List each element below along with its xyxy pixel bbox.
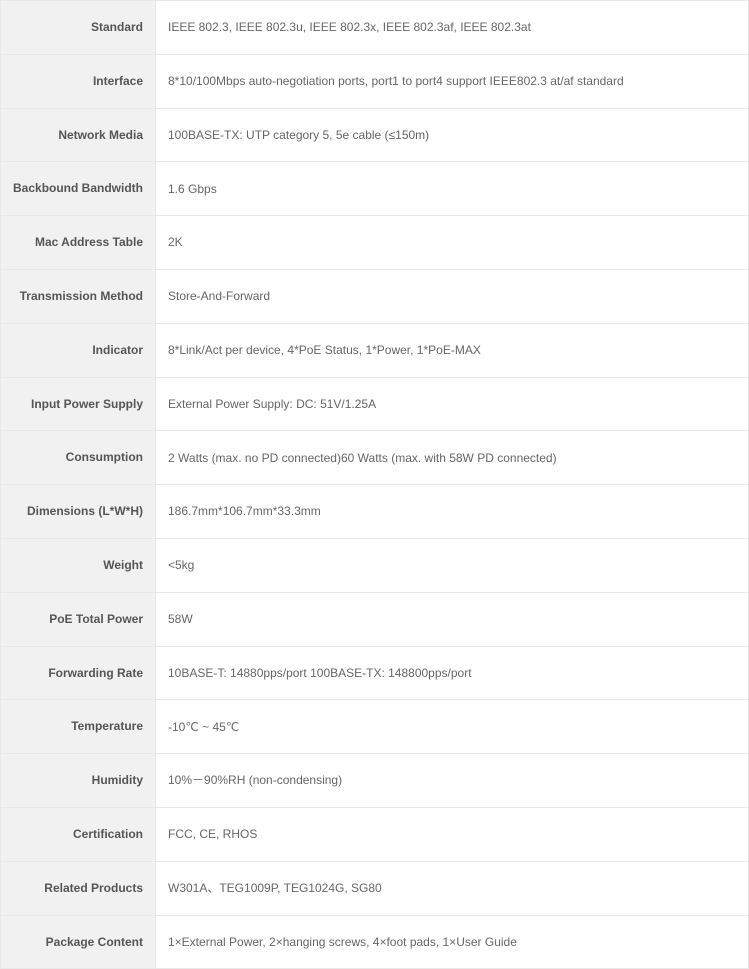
spec-value: 8*10/100Mbps auto-negotiation ports, por… (156, 54, 749, 108)
spec-label: Consumption (1, 431, 156, 485)
spec-label: Humidity (1, 754, 156, 808)
table-row: Network Media 100BASE-TX: UTP category 5… (1, 108, 749, 162)
spec-label: PoE Total Power (1, 592, 156, 646)
spec-value: 2K (156, 216, 749, 270)
table-row: Standard IEEE 802.3, IEEE 802.3u, IEEE 8… (1, 1, 749, 55)
spec-label: Forwarding Rate (1, 646, 156, 700)
spec-value: W301A、TEG1009P, TEG1024G, SG80 (156, 861, 749, 915)
table-row: Interface 8*10/100Mbps auto-negotiation … (1, 54, 749, 108)
spec-value: 8*Link/Act per device, 4*PoE Status, 1*P… (156, 323, 749, 377)
spec-value: Store-And-Forward (156, 269, 749, 323)
spec-label: Interface (1, 54, 156, 108)
table-row: Consumption 2 Watts (max. no PD connecte… (1, 431, 749, 485)
table-row: Certification FCC, CE, RHOS (1, 807, 749, 861)
spec-value: FCC, CE, RHOS (156, 807, 749, 861)
spec-value: External Power Supply: DC: 51V/1.25A (156, 377, 749, 431)
table-row: Transmission Method Store-And-Forward (1, 269, 749, 323)
spec-label: Related Products (1, 861, 156, 915)
table-row: Weight <5kg (1, 538, 749, 592)
table-row: Input Power Supply External Power Supply… (1, 377, 749, 431)
spec-label: Package Content (1, 915, 156, 969)
spec-label: Standard (1, 1, 156, 55)
spec-value: 100BASE-TX: UTP category 5, 5e cable (≤1… (156, 108, 749, 162)
spec-label: Mac Address Table (1, 216, 156, 270)
table-row: Package Content 1×External Power, 2×hang… (1, 915, 749, 969)
spec-label: Weight (1, 538, 156, 592)
spec-label: Temperature (1, 700, 156, 754)
spec-value: 10%－90%RH (non-condensing) (156, 754, 749, 808)
table-row: PoE Total Power 58W (1, 592, 749, 646)
spec-value: 10BASE-T: 14880pps/port 100BASE-TX: 1488… (156, 646, 749, 700)
spec-value: 1.6 Gbps (156, 162, 749, 216)
table-row: Indicator 8*Link/Act per device, 4*PoE S… (1, 323, 749, 377)
table-row: Temperature -10℃ ~ 45℃ (1, 700, 749, 754)
spec-label: Network Media (1, 108, 156, 162)
spec-value: -10℃ ~ 45℃ (156, 700, 749, 754)
spec-label: Dimensions (L*W*H) (1, 485, 156, 539)
spec-label: Backbound Bandwidth (1, 162, 156, 216)
spec-value: 2 Watts (max. no PD connected)60 Watts (… (156, 431, 749, 485)
spec-label: Certification (1, 807, 156, 861)
spec-value: 58W (156, 592, 749, 646)
table-row: Dimensions (L*W*H) 186.7mm*106.7mm*33.3m… (1, 485, 749, 539)
spec-label: Transmission Method (1, 269, 156, 323)
spec-value: IEEE 802.3, IEEE 802.3u, IEEE 802.3x, IE… (156, 1, 749, 55)
table-row: Forwarding Rate 10BASE-T: 14880pps/port … (1, 646, 749, 700)
table-row: Backbound Bandwidth 1.6 Gbps (1, 162, 749, 216)
spec-value: 1×External Power, 2×hanging screws, 4×fo… (156, 915, 749, 969)
table-row: Humidity 10%－90%RH (non-condensing) (1, 754, 749, 808)
spec-label: Input Power Supply (1, 377, 156, 431)
spec-table-body: Standard IEEE 802.3, IEEE 802.3u, IEEE 8… (1, 1, 749, 969)
spec-value: 186.7mm*106.7mm*33.3mm (156, 485, 749, 539)
spec-label: Indicator (1, 323, 156, 377)
table-row: Mac Address Table 2K (1, 216, 749, 270)
specifications-table: Standard IEEE 802.3, IEEE 802.3u, IEEE 8… (0, 0, 749, 969)
table-row: Related Products W301A、TEG1009P, TEG1024… (1, 861, 749, 915)
spec-value: <5kg (156, 538, 749, 592)
